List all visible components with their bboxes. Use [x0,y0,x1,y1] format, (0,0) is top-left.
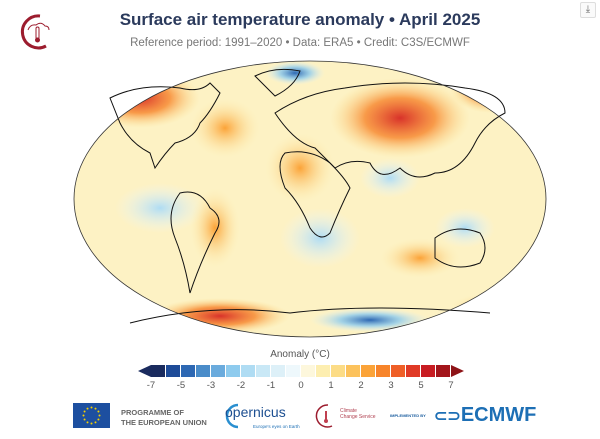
colorbar-tick-label: -2 [236,380,246,391]
eu-star [98,414,101,417]
eu-star [90,422,93,425]
eu-star [94,407,97,410]
colorbar-swatch [391,365,405,377]
eu-flag-icon [73,403,110,428]
copernicus-c-icon [225,403,239,429]
copernicus-tagline: Europe's eyes on Earth [253,424,300,429]
colorbar-label: Anomaly (°C) [270,349,330,360]
colorbar-swatch [286,365,300,377]
download-icon[interactable]: ⤓ [580,2,596,18]
colorbar-tick-label: -5 [176,380,186,391]
ecmwf-text: ECMWF [460,404,537,426]
colorbar-swatch [256,365,270,377]
implemented-by-text: IMPLEMENTED BY [390,413,426,418]
c3s-logo [16,12,56,57]
colorbar-boxes [151,365,451,377]
colorbar-swatch [406,365,420,377]
ecmwf-logo: ⊂⊃ECMWF [434,404,536,427]
colorbar-swatch [226,365,240,377]
colorbar-swatch [361,365,375,377]
ccs-thermometer-icon [315,404,333,428]
eu-star [86,407,89,410]
colorbar-tick-label: -1 [266,380,276,391]
colorbar [138,364,464,378]
colorbar-swatch [211,365,225,377]
copernicus-text: opernicus [225,404,286,420]
colorbar-low-arrow [138,365,151,377]
colorbar-swatch [196,365,210,377]
eu-line2: THE EUROPEAN UNION [121,418,207,427]
colorbar-swatch [241,365,255,377]
colorbar-swatch [346,365,360,377]
eu-line1: PROGRAMME OF [121,408,184,417]
colorbar-tick-label: 7 [448,380,454,391]
page-title: Surface air temperature anomaly • April … [119,10,481,29]
eu-star [83,410,86,413]
eu-star [83,418,86,421]
eu-star [97,410,100,413]
eu-star [97,418,100,421]
eu-star [90,406,93,409]
footer-logos: PROGRAMME OF THE EUROPEAN UNION opernicu… [0,400,600,435]
colorbar-high-arrow [451,365,464,377]
colorbar-swatch [421,365,435,377]
colorbar-ticks: -7 -5 -3 -2 -1 0 1 2 3 5 7 [147,380,454,392]
ccs-line1: Climate [340,408,357,414]
page-subtitle: Reference period: 1991–2020 • Data: ERA5… [130,37,470,49]
colorbar-tick-label: 3 [388,380,394,391]
colorbar-tick-label: -3 [206,380,216,391]
eu-star [86,421,89,424]
colorbar-swatch [316,365,330,377]
colorbar-swatch [166,365,180,377]
colorbar-swatch [436,365,450,377]
eu-programme-text: PROGRAMME OF THE EUROPEAN UNION [121,408,207,428]
colorbar-swatch [271,365,285,377]
colorbar-tick-label: 1 [328,380,334,391]
colorbar-tick-label: -7 [146,380,156,391]
colorbar-swatch [181,365,195,377]
eu-star [94,421,97,424]
colorbar-tick-label: 2 [358,380,364,391]
ccs-text: Climate Change Service [340,408,376,420]
colorbar-swatch [331,365,345,377]
colorbar-swatch [151,365,165,377]
colorbar-tick-label: 5 [418,380,424,391]
ecmwf-symbol-icon: ⊂⊃ [434,408,461,425]
colorbar-swatch [301,365,315,377]
ccs-line2: Change Service [340,414,376,420]
colorbar-tick-label: 0 [298,380,304,391]
temperature-anomaly-map [70,58,550,345]
eu-star [82,414,85,417]
colorbar-swatch [376,365,390,377]
